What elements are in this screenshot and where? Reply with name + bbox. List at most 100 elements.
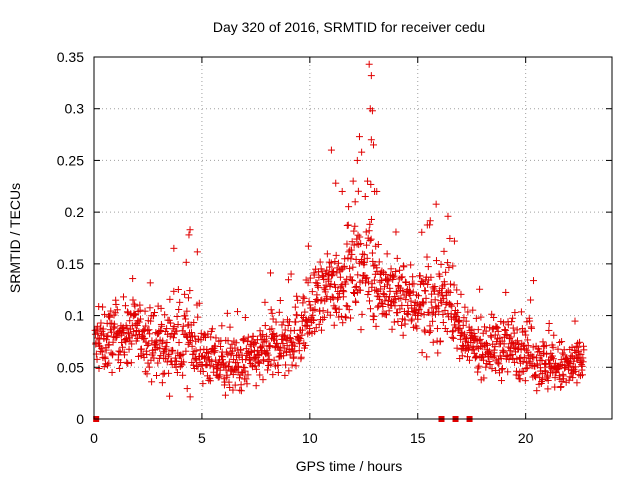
data-point <box>174 321 182 329</box>
data-point <box>486 361 494 369</box>
data-point <box>351 198 359 206</box>
data-point <box>539 338 547 346</box>
data-point <box>572 367 580 375</box>
data-point <box>408 315 416 323</box>
data-point <box>223 309 231 317</box>
data-point <box>463 342 471 350</box>
data-point <box>263 332 271 340</box>
data-point <box>394 318 402 326</box>
x-tick-label: 5 <box>198 430 206 446</box>
data-point <box>367 215 375 223</box>
data-point <box>259 331 267 339</box>
data-point <box>482 363 490 371</box>
data-point <box>382 311 390 319</box>
data-point <box>449 262 457 270</box>
data-point <box>576 338 584 346</box>
data-point <box>426 322 434 330</box>
data-point <box>475 362 483 370</box>
data-point <box>521 377 529 385</box>
data-point <box>274 368 282 376</box>
data-point <box>151 308 159 316</box>
data-point <box>382 270 390 278</box>
data-point <box>183 385 191 393</box>
data-point <box>453 286 461 294</box>
data-point <box>119 343 127 351</box>
data-point <box>413 324 421 332</box>
data-point <box>397 294 405 302</box>
data-point <box>272 318 280 326</box>
data-point <box>395 283 403 291</box>
data-point <box>113 306 121 314</box>
data-point <box>176 352 184 360</box>
data-point <box>461 346 469 354</box>
data-point <box>372 286 380 294</box>
data-point <box>135 318 143 326</box>
data-point <box>487 332 495 340</box>
data-point <box>471 332 479 340</box>
data-point <box>493 324 501 332</box>
data-point <box>323 250 331 258</box>
data-point <box>171 354 179 362</box>
data-point <box>339 286 347 294</box>
data-point <box>256 327 264 335</box>
data-point <box>173 312 181 320</box>
data-point <box>184 334 192 342</box>
data-point <box>504 321 512 329</box>
data-point <box>375 258 383 266</box>
data-point <box>446 234 454 242</box>
data-point <box>450 237 458 245</box>
data-point <box>349 177 357 185</box>
data-point <box>340 262 348 270</box>
data-point <box>127 359 135 367</box>
data-point <box>122 338 130 346</box>
data-point <box>296 335 304 343</box>
data-point <box>336 273 344 281</box>
data-point <box>574 343 582 351</box>
data-point <box>398 301 406 309</box>
data-point <box>559 349 567 357</box>
data-point <box>542 368 550 376</box>
data-point <box>362 228 370 236</box>
data-point <box>241 367 249 375</box>
data-point <box>462 317 470 325</box>
data-point <box>439 310 447 318</box>
data-point <box>250 339 258 347</box>
data-point <box>344 221 352 229</box>
data-point <box>332 251 340 259</box>
data-point <box>191 354 199 362</box>
data-point <box>554 345 562 353</box>
data-point <box>460 314 468 322</box>
data-point <box>252 365 260 373</box>
data-point <box>369 257 377 265</box>
data-point <box>513 337 521 345</box>
data-point <box>330 268 338 276</box>
data-point <box>260 357 268 365</box>
data-point <box>504 368 512 376</box>
data-point <box>179 322 187 330</box>
data-point <box>392 267 400 275</box>
data-point <box>466 327 474 335</box>
data-point <box>203 346 211 354</box>
data-point <box>304 330 312 338</box>
data-point <box>492 322 500 330</box>
data-point <box>511 309 519 317</box>
data-point <box>498 365 506 373</box>
data-point <box>292 318 300 326</box>
data-point <box>369 316 377 324</box>
data-point <box>126 337 134 345</box>
data-point <box>431 283 439 291</box>
data-point <box>550 331 558 339</box>
data-point <box>356 286 364 294</box>
data-point <box>110 324 118 332</box>
data-point <box>555 362 563 370</box>
data-point <box>310 271 318 279</box>
data-point <box>523 364 531 372</box>
data-point <box>335 305 343 313</box>
data-point <box>519 358 527 366</box>
data-point <box>261 298 269 306</box>
data-point <box>365 288 373 296</box>
data-point <box>280 352 288 360</box>
data-point <box>544 385 552 393</box>
data-point <box>165 350 173 358</box>
data-point <box>407 317 415 325</box>
